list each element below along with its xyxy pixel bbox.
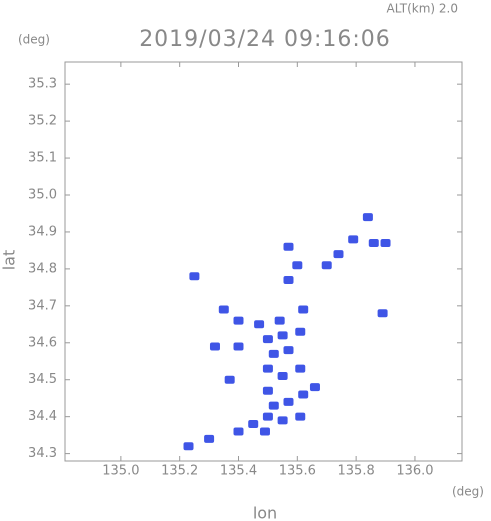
echo-cell [233,427,244,436]
echo-cell [189,272,200,281]
y-tick-label: 34.7 [28,298,57,313]
echo-cell [377,309,388,318]
y-tick-label: 34.3 [28,446,57,461]
echo-cell [277,416,288,425]
echo-cell [268,349,279,358]
y-tick-label: 34.4 [28,409,57,424]
echo-cell [233,342,244,351]
echo-cell [380,239,391,248]
echo-cell [362,213,373,222]
x-tick-label: 135.8 [338,464,375,479]
echo-cell [254,320,265,329]
echo-cell [268,401,279,410]
x-unit: (deg) [452,485,484,499]
x-tick-label: 135.6 [279,464,316,479]
echo-cell [224,375,235,384]
y-tick-label: 34.9 [28,224,57,239]
echo-cell [283,346,294,355]
echo-cell [348,235,359,244]
altitude-label: ALT(km) 2.0 [387,2,458,16]
echo-cell [292,261,303,270]
echo-cell [295,364,306,373]
x-tick-label: 135.4 [220,464,257,479]
echo-cell [283,242,294,251]
echo-cell [298,390,309,399]
echo-cell [259,427,270,436]
y-tick-label: 35.2 [28,114,57,129]
y-tick-label: 34.6 [28,335,57,350]
chart-title: 2019/03/24 09:16:06 [139,27,391,52]
echo-cell [283,397,294,406]
echo-cell [295,327,306,336]
x-axis-label: lon [253,504,277,521]
y-tick-label: 35.0 [28,188,57,203]
echo-cell [183,442,194,451]
y-axis-label: lat [0,250,19,271]
echo-cell [248,420,259,429]
y-tick-label: 34.5 [28,372,57,387]
echo-cell [262,364,273,373]
x-tick-label: 135.2 [161,464,198,479]
echo-cell [233,316,244,325]
x-tick-label: 136.0 [396,464,433,479]
echo-cell [298,305,309,314]
echo-cell [277,331,288,340]
y-tick-label: 34.8 [28,261,57,276]
echo-cell [262,335,273,344]
echo-cell [262,386,273,395]
y-tick-label: 35.1 [28,151,57,166]
echo-cell [309,383,320,392]
echo-cell [209,342,220,351]
echo-cell [321,261,332,270]
echo-cell [368,239,379,248]
y-tick-label: 35.3 [28,77,57,92]
echo-cell [283,275,294,284]
echo-cell [333,250,344,259]
echo-cell [204,434,215,443]
echo-cell [262,412,273,421]
echo-cell [295,412,306,421]
plot-frame [64,61,463,462]
echo-cell [274,316,285,325]
echo-cell [218,305,229,314]
x-tick-label: 135.0 [102,464,139,479]
y-unit: (deg) [18,33,50,47]
echo-cell [277,372,288,381]
